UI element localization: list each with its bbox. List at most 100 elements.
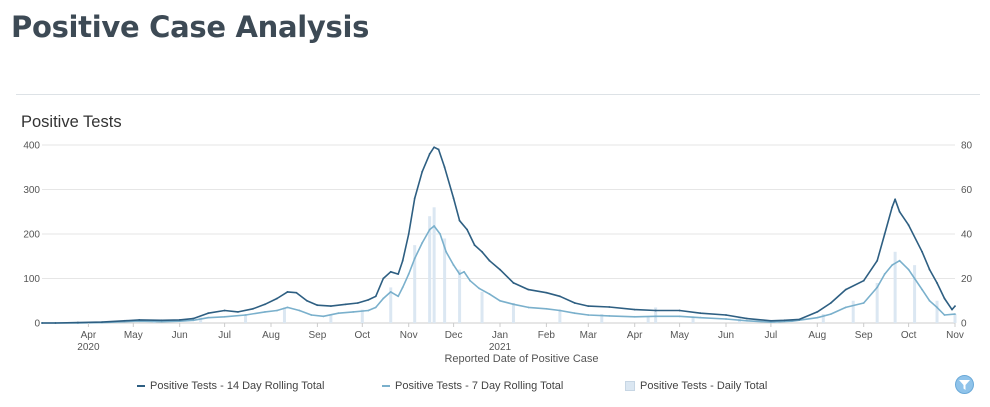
- legend-item-daily[interactable]: Positive Tests - Daily Total: [625, 380, 767, 392]
- series-7-day-line-point: [276, 309, 278, 312]
- daily-total-bar: [893, 251, 897, 323]
- x-tick-label: Jun: [718, 330, 734, 341]
- series-14-day-line-point: [898, 210, 901, 213]
- series-lines: [41, 146, 956, 324]
- daily-total-bar: [443, 238, 447, 323]
- series-7-day-line-point: [223, 315, 226, 318]
- series-7-day-line-point: [478, 287, 480, 290]
- series-7-day-line-point: [382, 297, 385, 300]
- series-14-day-line-point: [891, 206, 894, 209]
- series-14-day-line-point: [252, 307, 254, 310]
- series-14-day-line-point: [816, 310, 819, 313]
- series-7-day-line-point: [816, 316, 819, 319]
- y-left-tick-label: 100: [23, 274, 40, 285]
- series-7-day-line-point: [458, 273, 461, 275]
- series-7-day-line-point: [699, 316, 702, 319]
- series-7-day-line-point: [943, 314, 946, 316]
- series-7-day-line-point: [876, 286, 879, 289]
- series-14-day-line-point: [207, 312, 210, 315]
- series-14-day-line-point: [928, 268, 931, 271]
- daily-total-bar: [360, 309, 364, 323]
- series-7-day-line-point: [746, 319, 748, 322]
- series-14-day-line-point: [443, 166, 446, 169]
- x-tick-label: Jul: [765, 330, 778, 341]
- series-14-day-line-point: [316, 304, 319, 307]
- legend-item-14-day[interactable]: Positive Tests - 14 Day Rolling Total: [137, 380, 324, 392]
- series-14-day-line-point: [783, 319, 786, 322]
- series-14-day-line-point: [633, 308, 636, 311]
- filter-icon[interactable]: [955, 375, 974, 394]
- series-7-day-line-point: [367, 309, 370, 312]
- series-14-day-line-point: [374, 295, 377, 298]
- series-14-day-line-point: [488, 259, 491, 262]
- chart-title: Positive Tests: [21, 113, 122, 131]
- series-7-day-line-point: [298, 309, 301, 312]
- series-14-day-line-point: [883, 233, 886, 235]
- y-right-tick-label: 60: [961, 185, 973, 196]
- series-14-day-line-point: [936, 282, 938, 284]
- series-7-day-line-point: [421, 242, 424, 244]
- series-14-day-line-point: [264, 303, 266, 306]
- legend-label: Positive Tests - 7 Day Rolling Total: [395, 380, 564, 392]
- series-14-day-line-point: [725, 314, 727, 316]
- series-14-day-line-point: [100, 321, 103, 324]
- series-14-day-line-point: [894, 198, 897, 201]
- series-14-day-line[interactable]: [42, 146, 956, 324]
- series-7-day-line-point: [207, 316, 210, 319]
- daily-total-bar: [600, 314, 604, 323]
- series-7-day-line-point: [337, 312, 340, 315]
- series-7-day-line-point: [790, 320, 793, 323]
- x-tick-year-label: 2021: [489, 342, 512, 353]
- series-7-day-line-point: [954, 313, 956, 315]
- series-7-day-line-point: [428, 228, 431, 231]
- series-14-day-line-point: [413, 197, 416, 200]
- series-14-day-line-point: [389, 270, 392, 273]
- y-left-tick-label: 300: [23, 185, 40, 196]
- series-14-day-line-point: [907, 224, 910, 227]
- series-14-day-line-point: [54, 322, 57, 324]
- series-7-day-line-point: [374, 306, 377, 309]
- legend-line-icon: [137, 385, 145, 387]
- series-14-day-line-point: [608, 306, 611, 308]
- series-7-day-line-point: [512, 303, 515, 306]
- y-left-tick-label: 200: [23, 230, 40, 241]
- series-14-day-line-point: [397, 273, 400, 275]
- x-tick-label: Oct: [355, 330, 371, 341]
- series-14-day-line-point: [678, 309, 681, 312]
- series-7-day-line-point: [608, 314, 611, 317]
- series-7-day-line[interactable]: [42, 225, 956, 324]
- series-14-day-line-point: [286, 290, 289, 293]
- x-tick-label: Sep: [308, 330, 326, 341]
- daily-total-bar: [875, 282, 879, 323]
- daily-total-bar: [511, 302, 515, 323]
- series-14-day-line-point: [437, 148, 440, 151]
- series-14-day-line-point: [41, 322, 43, 324]
- series-7-day-line-point: [433, 225, 436, 227]
- series-7-day-line-point: [587, 314, 590, 316]
- series-14-day-line-point: [367, 298, 370, 301]
- series-14-day-line-point: [421, 170, 424, 173]
- x-tick-label: Apr: [81, 330, 97, 341]
- divider: [16, 94, 980, 95]
- daily-total-bar: [913, 265, 917, 323]
- daily-total-bar: [654, 307, 658, 323]
- series-14-day-line-point: [356, 302, 359, 304]
- series-7-day-line-point: [286, 306, 289, 309]
- series-7-day-line-point: [499, 299, 501, 302]
- series-7-day-line-point: [178, 320, 181, 323]
- x-tick-label: Sep: [855, 330, 873, 341]
- series-7-day-line-point: [928, 299, 931, 302]
- series-14-day-line-point: [951, 308, 953, 311]
- y-right-tick-label: 20: [961, 274, 973, 285]
- series-14-day-line-point: [844, 288, 847, 291]
- series-14-day-line-point: [428, 153, 431, 155]
- x-tick-label: Mar: [580, 330, 598, 341]
- legend: Positive Tests - 14 Day Rolling Total Po…: [0, 380, 990, 394]
- series-7-day-line-point: [527, 306, 530, 309]
- x-tick-label: Oct: [901, 330, 917, 341]
- daily-total-bars: [107, 207, 957, 323]
- series-7-day-line-point: [192, 319, 195, 322]
- legend-item-7-day[interactable]: Positive Tests - 7 Day Rolling Total: [382, 380, 563, 392]
